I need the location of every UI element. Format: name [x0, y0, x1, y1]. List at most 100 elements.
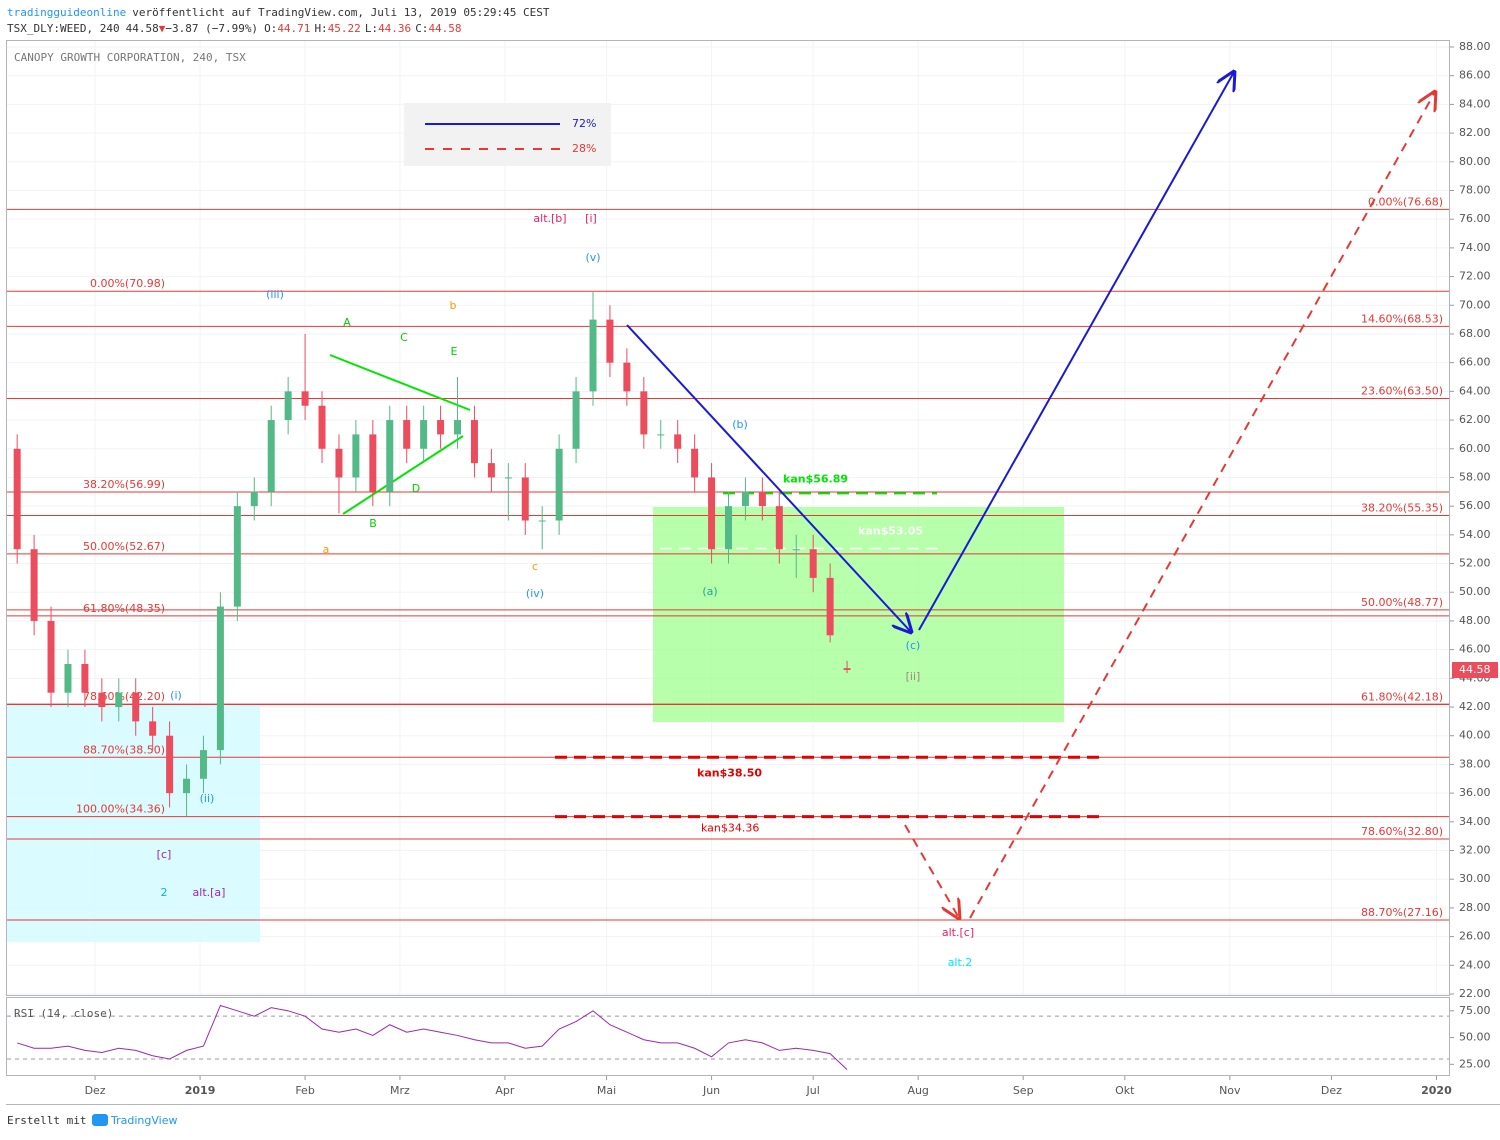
candle-body — [420, 420, 428, 449]
fib-label: 50.00%(52.67) — [83, 540, 165, 553]
rsi-tick-label: 25.00 — [1459, 1057, 1491, 1070]
c-key: C: — [415, 22, 428, 35]
candle-body — [47, 620, 55, 693]
wave-label: b — [450, 299, 457, 312]
x-tick-label: Nov — [1219, 1084, 1241, 1097]
x-tick-label: Jun — [702, 1084, 720, 1097]
last-price-label: 44.58 — [1459, 663, 1491, 676]
symbol-line: TSX_DLY:WEED, 240 44.58▼−3.87 (−7.99%) O:4… — [7, 22, 462, 35]
y-tick-label: 28.00 — [1459, 901, 1491, 914]
candle-body — [284, 391, 292, 421]
author: tradingguideonline — [7, 6, 126, 19]
chart-title: CANOPY GROWTH CORPORATION, 240, TSX — [14, 51, 246, 64]
y-tick-label: 86.00 — [1459, 69, 1491, 82]
candle-body — [149, 721, 157, 736]
projection — [969, 92, 1435, 919]
published: veröffentlicht auf TradingView.com, Juli… — [132, 6, 550, 19]
candle-body — [199, 750, 207, 779]
candle-body — [454, 420, 462, 435]
target-label: kan$34.36 — [701, 822, 759, 835]
wave-label: (iv) — [526, 587, 544, 600]
candle-body — [623, 362, 631, 392]
candle-body — [555, 448, 563, 521]
candle-body — [538, 520, 546, 522]
fib-label: 100.00%(34.36) — [76, 803, 165, 816]
y-tick-label: 58.00 — [1459, 470, 1491, 483]
x-tick-label: Dez — [1321, 1084, 1342, 1097]
candle-body — [691, 448, 699, 478]
y-tick-label: 22.00 — [1459, 987, 1491, 1000]
y-tick-label: 30.00 — [1459, 872, 1491, 885]
target-label: kan$53.05 — [858, 524, 923, 537]
rsi-line — [17, 1004, 848, 1071]
x-tick-label: Feb — [295, 1084, 314, 1097]
h-value: 45.22 — [328, 22, 361, 35]
fib-label: 23.60%(63.50) — [1361, 385, 1443, 398]
wave-label: alt.[c] — [942, 926, 974, 939]
y-tick-label: 70.00 — [1459, 298, 1491, 311]
y-tick-label: 72.00 — [1459, 270, 1491, 283]
candle-body — [81, 663, 89, 693]
candle-body — [708, 477, 716, 550]
candle-body — [437, 420, 445, 435]
candle-body — [725, 506, 732, 550]
footer-brand: TradingView — [110, 1114, 177, 1127]
wave-label: C — [400, 331, 408, 344]
h-key: H: — [314, 22, 327, 35]
main-frame — [6, 40, 1450, 996]
candle-body — [98, 692, 106, 708]
wave-label: alt.[b] — [533, 212, 566, 225]
wave-label: (iii) — [266, 288, 284, 301]
wave-label: c — [532, 560, 538, 573]
y-tick-label: 64.00 — [1459, 384, 1491, 397]
x-tick-label: 2020 — [1421, 1084, 1452, 1097]
y-tick-label: 48.00 — [1459, 614, 1491, 627]
projection — [918, 72, 1234, 631]
x-tick-label: Jul — [806, 1084, 820, 1097]
candle-body — [792, 549, 800, 551]
y-tick-label: 52.00 — [1459, 557, 1491, 570]
candle-body — [30, 549, 38, 621]
candle-body — [13, 448, 21, 550]
wave-label: (v) — [585, 251, 600, 264]
candle-body — [233, 506, 241, 607]
x-tick-label: Sep — [1013, 1084, 1034, 1097]
y-tick-label: 84.00 — [1459, 97, 1491, 110]
y-tick-label: 68.00 — [1459, 327, 1491, 340]
wave-label: alt.2 — [948, 956, 973, 969]
y-tick-label: 38.00 — [1459, 757, 1491, 770]
target-label: kan$38.50 — [697, 766, 762, 779]
candle-body — [809, 549, 817, 578]
candle-body — [487, 463, 495, 478]
last: 44.58 — [126, 22, 159, 35]
legend-label: 28% — [572, 142, 596, 155]
y-tick-label: 62.00 — [1459, 413, 1491, 426]
wave-label: 2 — [161, 886, 168, 899]
fib-label: 78.60%(32.80) — [1361, 825, 1443, 838]
wave-label: E — [451, 345, 458, 358]
fib-label: 61.80%(48.35) — [83, 602, 165, 615]
header-line: tradingguideonline veröffentlicht auf Tra… — [7, 6, 550, 19]
candle-body — [352, 434, 360, 478]
candle-body — [403, 420, 411, 449]
wave-label: D — [412, 482, 420, 495]
candle-body — [674, 434, 682, 449]
x-tick-label: Mrz — [390, 1084, 410, 1097]
legend-box — [404, 103, 611, 166]
x-tick-label: Aug — [907, 1084, 928, 1097]
candle-body — [301, 391, 309, 406]
l-value: 44.36 — [378, 22, 411, 35]
candle-body — [166, 735, 174, 794]
wave-label: (b) — [732, 418, 748, 431]
projection — [904, 824, 959, 918]
zone-green — [653, 507, 1064, 722]
o-key: O: — [264, 22, 277, 35]
y-tick-label: 34.00 — [1459, 815, 1491, 828]
last-price-tag — [1452, 662, 1498, 679]
candle-body — [572, 391, 580, 449]
fib-label: 0.00%(70.98) — [90, 277, 165, 290]
arrow: ▼ — [159, 22, 166, 35]
y-tick-label: 42.00 — [1459, 700, 1491, 713]
y-tick-label: 32.00 — [1459, 844, 1491, 857]
candle-body — [318, 405, 326, 449]
